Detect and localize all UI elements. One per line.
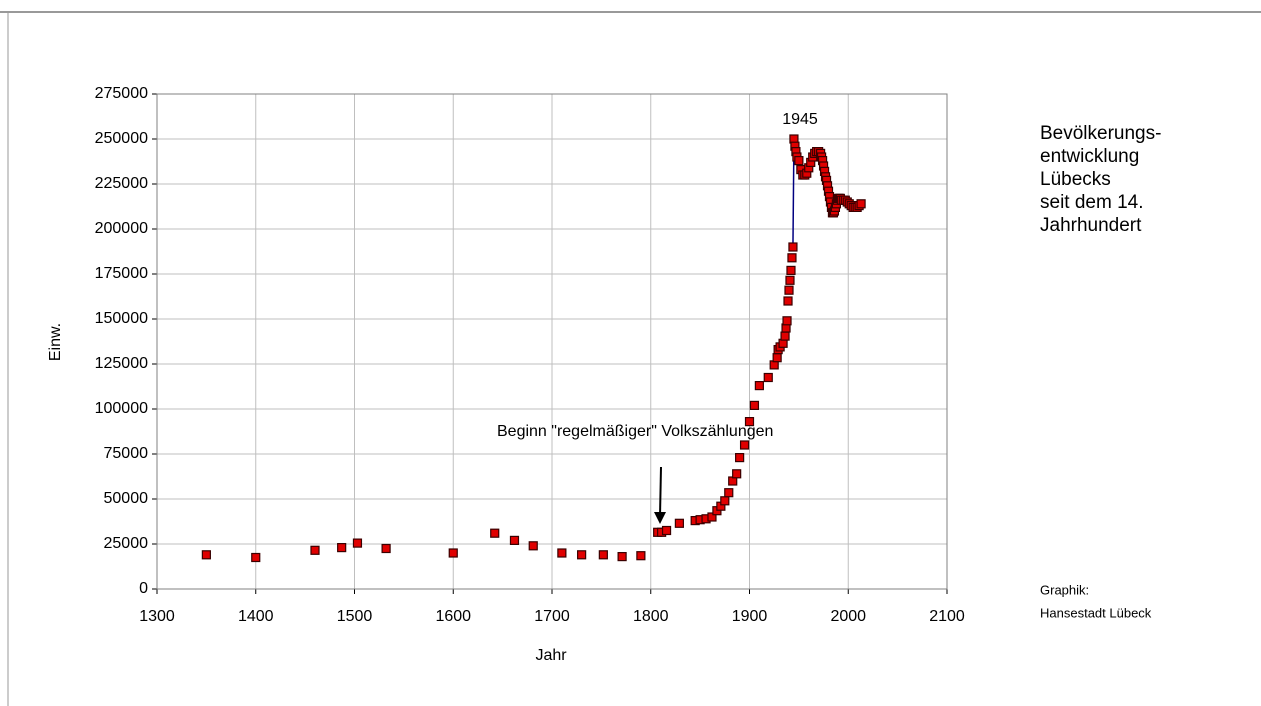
- marker: [381, 543, 391, 554]
- x-tick-label: 1400: [238, 608, 274, 625]
- side-title-line: Jahrhundert: [1040, 215, 1142, 236]
- marker: [856, 199, 866, 209]
- marker: [310, 545, 320, 555]
- marker: [783, 296, 793, 306]
- x-tick-label: 1700: [534, 608, 570, 625]
- marker: [661, 525, 672, 536]
- marker: [352, 538, 363, 548]
- marker: [788, 242, 798, 252]
- marker: [744, 417, 755, 427]
- marker: [598, 550, 608, 560]
- marker: [785, 275, 795, 285]
- y-tick-label: 175000: [95, 265, 148, 282]
- marker: [577, 550, 587, 560]
- side-title-line: seit dem 14.: [1040, 192, 1144, 213]
- marker: [251, 552, 261, 563]
- x-axis-label: Jahr: [535, 647, 567, 664]
- y-tick-label: 250000: [95, 130, 148, 147]
- x-tick-label: 2000: [830, 608, 866, 625]
- marker: [674, 518, 684, 528]
- arrow-shaft: [659, 466, 662, 517]
- marker: [720, 496, 730, 506]
- marker: [772, 353, 782, 363]
- marker: [617, 551, 627, 562]
- y-tick-label: 75000: [104, 445, 149, 462]
- annotation: 1945: [782, 111, 818, 128]
- marker: [787, 253, 797, 263]
- x-tick-label: 1500: [337, 608, 373, 625]
- y-tick-label: 100000: [95, 400, 148, 417]
- credit-line: Graphik:: [1040, 582, 1089, 597]
- marker: [784, 285, 794, 295]
- marker: [780, 331, 790, 341]
- marker: [786, 265, 796, 275]
- marker: [732, 469, 742, 479]
- y-tick-label: 125000: [95, 355, 148, 372]
- marker: [724, 488, 734, 498]
- marker: [735, 453, 745, 463]
- marker: [636, 551, 646, 561]
- plot-border: [156, 93, 948, 590]
- side-title-line: Bevölkerungs-: [1040, 123, 1161, 144]
- x-tick-label: 2100: [929, 608, 965, 625]
- x-tick-label: 1800: [633, 608, 669, 625]
- marker: [557, 548, 567, 558]
- y-tick-label: 225000: [95, 175, 148, 192]
- marker: [201, 550, 211, 560]
- x-tick-label: 1600: [435, 608, 471, 625]
- plot-area: 0 25000 50000 75000 100000 125000 150000 175000…: [95, 85, 965, 625]
- y-tick-label: 150000: [95, 310, 148, 327]
- x-tick-label: 1900: [732, 608, 768, 625]
- y-axis-label: Einw.: [47, 323, 64, 361]
- marker: [763, 372, 773, 383]
- annotation: Beginn "regelmäßiger" Volkszählungen: [497, 423, 773, 440]
- marker: [794, 156, 804, 166]
- marker: [707, 512, 717, 522]
- y-tick-label: 200000: [95, 220, 148, 237]
- arrow-head: [654, 512, 666, 524]
- marker: [448, 548, 458, 558]
- marker: [754, 381, 764, 391]
- y-tick-label: 275000: [95, 85, 148, 102]
- credit-line: Hansestadt Lübeck: [1040, 605, 1152, 620]
- side-title-line: entwicklung: [1040, 146, 1139, 167]
- y-tick-label: 25000: [104, 535, 149, 552]
- side-title-line: Lübecks: [1040, 169, 1111, 190]
- marker: [528, 541, 538, 551]
- marker: [739, 440, 750, 450]
- y-tick-label: 50000: [104, 490, 149, 507]
- marker: [490, 528, 500, 538]
- marker: [749, 400, 760, 410]
- x-tick-label: 1300: [139, 608, 175, 625]
- y-tick-label: 0: [139, 580, 148, 597]
- marker: [509, 535, 520, 546]
- marker: [337, 542, 347, 553]
- marker: [782, 316, 792, 326]
